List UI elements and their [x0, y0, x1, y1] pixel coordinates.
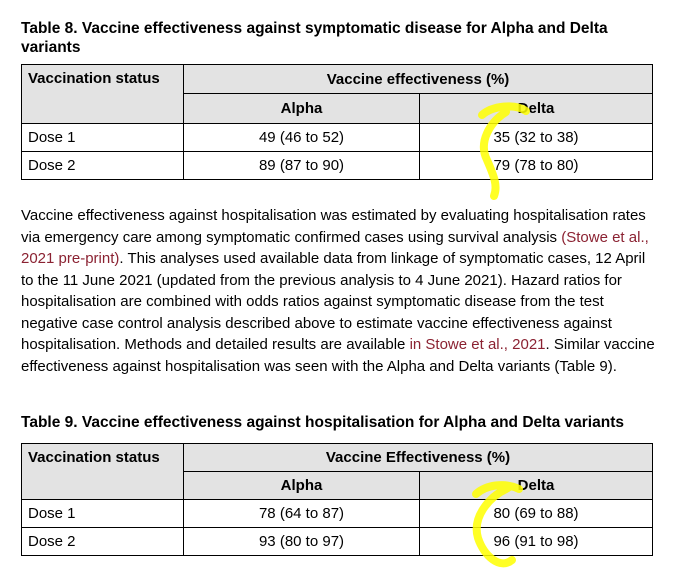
table9-header-status: Vaccination status — [21, 443, 184, 500]
table-row: Dose 2 93 (80 to 97) 96 (91 to 98) — [21, 527, 654, 556]
table9-header-alpha: Alpha — [183, 471, 420, 500]
table8-row2-alpha: 89 (87 to 90) — [183, 151, 420, 180]
table-row: Dose 1 78 (64 to 87) 80 (69 to 88) — [21, 499, 654, 528]
table8-row2-status: Dose 2 — [21, 151, 184, 180]
paragraph-text-2: . This analyses used available data from… — [21, 250, 646, 353]
table8-header-alpha: Alpha — [183, 93, 420, 124]
paragraph-text-3: . Similar vaccine effectiveness against … — [21, 336, 655, 375]
paragraph-text-1: Vaccine effectiveness against hospitalis… — [21, 207, 646, 246]
table9-header-delta: Delta — [418, 471, 654, 500]
table9-caption: Table 9. Vaccine effectiveness against h… — [21, 414, 624, 431]
table8: Vaccination status Vaccine effectiveness… — [21, 64, 653, 180]
table9-header-ve: Vaccine Effectiveness (%) — [182, 443, 654, 472]
table9: Vaccination status Vaccine Effectiveness… — [21, 443, 654, 556]
stowe-preprint-link[interactable]: (Stowe et al., 2021 pre-print) — [21, 228, 649, 268]
table9-row2-delta: 96 (91 to 98) — [418, 527, 654, 556]
table8-row1-alpha: 49 (46 to 52) — [183, 123, 420, 152]
table9-row1-delta: 80 (69 to 88) — [418, 499, 654, 528]
table8-row2-delta: 79 (78 to 80) — [419, 151, 653, 180]
table8-caption: Table 8. Vaccine effectiveness against s… — [21, 20, 608, 56]
body-paragraph: Vaccine effectiveness against hospitalis… — [21, 205, 661, 377]
table9-row1-alpha: 78 (64 to 87) — [183, 499, 420, 528]
table-row: Dose 1 49 (46 to 52) 35 (32 to 38) — [21, 123, 653, 152]
table-row: Dose 2 89 (87 to 90) 79 (78 to 80) — [21, 151, 653, 180]
table8-header-delta: Delta — [419, 93, 653, 124]
table8-row1-status: Dose 1 — [21, 123, 184, 152]
table9-row2-status: Dose 2 — [21, 527, 184, 556]
table9-row2-alpha: 93 (80 to 97) — [183, 527, 420, 556]
table9-row1-status: Dose 1 — [21, 499, 184, 528]
table8-header-status: Vaccination status — [21, 64, 184, 124]
stowe-2021-link[interactable]: in Stowe et al., 2021 — [409, 336, 546, 353]
table8-row1-delta: 35 (32 to 38) — [419, 123, 653, 152]
table8-header-ve: Vaccine effectiveness (%) — [183, 64, 653, 94]
